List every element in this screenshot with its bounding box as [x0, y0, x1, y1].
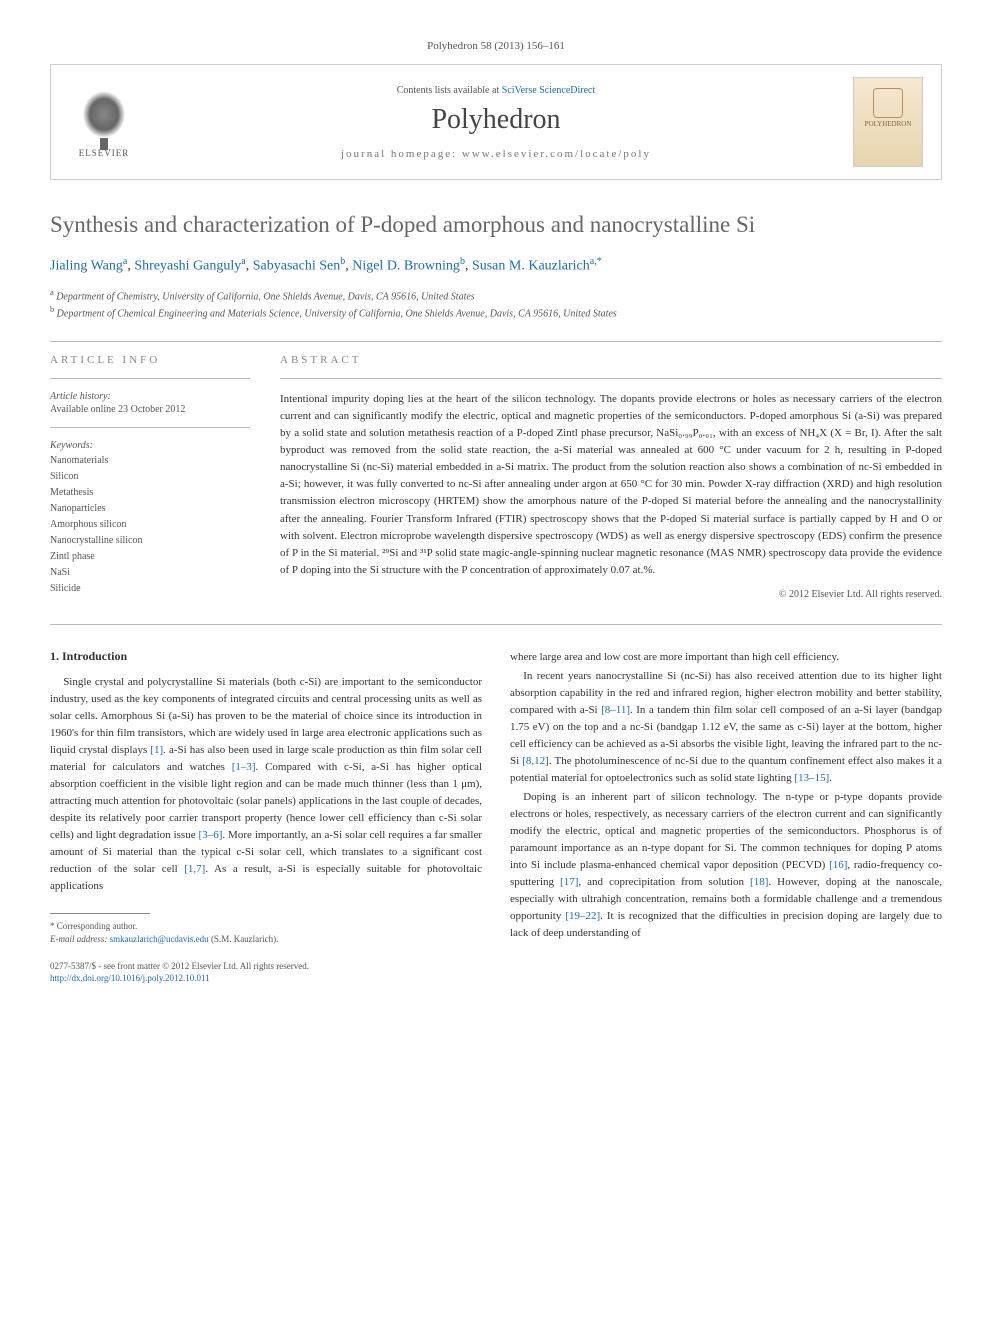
keyword: Nanocrystalline silicon — [50, 533, 250, 549]
article-title: Synthesis and characterization of P-dope… — [50, 210, 942, 240]
divider — [50, 341, 942, 342]
history-text: Available online 23 October 2012 — [50, 404, 250, 415]
affiliations: a Department of Chemistry, University of… — [50, 287, 942, 322]
divider — [50, 624, 942, 625]
journal-header: ELSEVIER Contents lists available at Sci… — [50, 64, 942, 180]
homepage-url[interactable]: www.elsevier.com/locate/poly — [462, 148, 651, 160]
affiliation-text: Department of Chemistry, University of C… — [56, 291, 474, 302]
doi-link[interactable]: http://dx.doi.org/10.1016/j.poly.2012.10… — [50, 973, 210, 983]
divider — [280, 378, 942, 379]
cover-label: POLYHEDRON — [865, 120, 912, 128]
abstract-text: Intentional impurity doping lies at the … — [280, 391, 942, 579]
abstract-heading: ABSTRACT — [280, 354, 942, 366]
header-center: Contents lists available at SciVerse Sci… — [159, 85, 833, 160]
keyword: NaSi — [50, 565, 250, 581]
article-info-block: ARTICLE INFO Article history: Available … — [50, 354, 250, 600]
author-list: Jialing Wanga, Shreyashi Gangulya, Sabya… — [50, 256, 942, 275]
abstract-block: ABSTRACT Intentional impurity doping lie… — [280, 354, 942, 600]
sciencedirect-link[interactable]: SciVerse ScienceDirect — [502, 85, 596, 96]
author-link[interactable]: Sabyasachi Sen — [253, 259, 340, 274]
cover-polyhedron-icon — [873, 88, 903, 118]
affiliation-sup: a — [50, 288, 54, 297]
author-aff-sup: b — [340, 256, 345, 267]
contents-prefix: Contents lists available at — [397, 85, 502, 96]
section-heading: 1. Introduction — [50, 649, 482, 664]
footer-issn: 0277-5387/$ - see front matter © 2012 El… — [50, 960, 482, 985]
body-paragraph: Doping is an inherent part of silicon te… — [510, 789, 942, 942]
author-link[interactable]: Nigel D. Browning — [352, 259, 460, 274]
body-right-column: where large area and low cost are more i… — [510, 649, 942, 985]
author-aff-sup: b — [460, 256, 465, 267]
body-paragraph: In recent years nanocrystalline Si (nc-S… — [510, 668, 942, 787]
article-info-heading: ARTICLE INFO — [50, 354, 250, 366]
journal-reference: Polyhedron 58 (2013) 156–161 — [50, 40, 942, 52]
author-aff-sup: a,* — [590, 256, 602, 267]
author-aff-sup: a — [241, 256, 245, 267]
footnote-separator — [50, 913, 150, 914]
contents-available-line: Contents lists available at SciVerse Sci… — [159, 85, 833, 96]
keyword: Nanoparticles — [50, 501, 250, 517]
journal-homepage-line: journal homepage: www.elsevier.com/locat… — [159, 148, 833, 160]
divider — [50, 378, 250, 379]
keyword: Nanomaterials — [50, 453, 250, 469]
issn-line: 0277-5387/$ - see front matter © 2012 El… — [50, 960, 482, 973]
keywords-label: Keywords: — [50, 440, 250, 451]
affiliation-line: a Department of Chemistry, University of… — [50, 287, 942, 304]
keyword: Amorphous silicon — [50, 517, 250, 533]
email-link[interactable]: smkauzlarich@ucdavis.edu — [110, 934, 209, 944]
body-paragraph: where large area and low cost are more i… — [510, 649, 942, 666]
author-link[interactable]: Shreyashi Ganguly — [134, 259, 241, 274]
author-link[interactable]: Jialing Wang — [50, 259, 123, 274]
body-left-column: 1. Introduction Single crystal and polyc… — [50, 649, 482, 985]
abstract-copyright: © 2012 Elsevier Ltd. All rights reserved… — [280, 589, 942, 600]
author-aff-sup: a — [123, 256, 127, 267]
affiliation-text: Department of Chemical Engineering and M… — [57, 308, 617, 319]
affiliation-sup: b — [50, 305, 54, 314]
keyword: Zintl phase — [50, 549, 250, 565]
author-link[interactable]: Susan M. Kauzlarich — [472, 259, 590, 274]
corresponding-label: * Corresponding author. — [50, 920, 482, 933]
affiliation-line: b Department of Chemical Engineering and… — [50, 304, 942, 321]
journal-name: Polyhedron — [159, 104, 833, 136]
corresponding-author-footnote: * Corresponding author. E-mail address: … — [50, 920, 482, 945]
journal-cover-thumbnail: POLYHEDRON — [853, 77, 923, 167]
divider — [50, 427, 250, 428]
elsevier-tree-icon — [79, 87, 129, 142]
homepage-prefix: journal homepage: — [341, 148, 462, 160]
history-label: Article history: — [50, 391, 250, 402]
keyword: Metathesis — [50, 485, 250, 501]
elsevier-logo: ELSEVIER — [69, 82, 139, 162]
email-label: E-mail address: — [50, 934, 107, 944]
keywords-list: Nanomaterials Silicon Metathesis Nanopar… — [50, 453, 250, 597]
email-who: (S.M. Kauzlarich). — [211, 934, 278, 944]
keyword: Silicon — [50, 469, 250, 485]
keyword: Silicide — [50, 581, 250, 597]
body-paragraph: Single crystal and polycrystalline Si ma… — [50, 674, 482, 896]
